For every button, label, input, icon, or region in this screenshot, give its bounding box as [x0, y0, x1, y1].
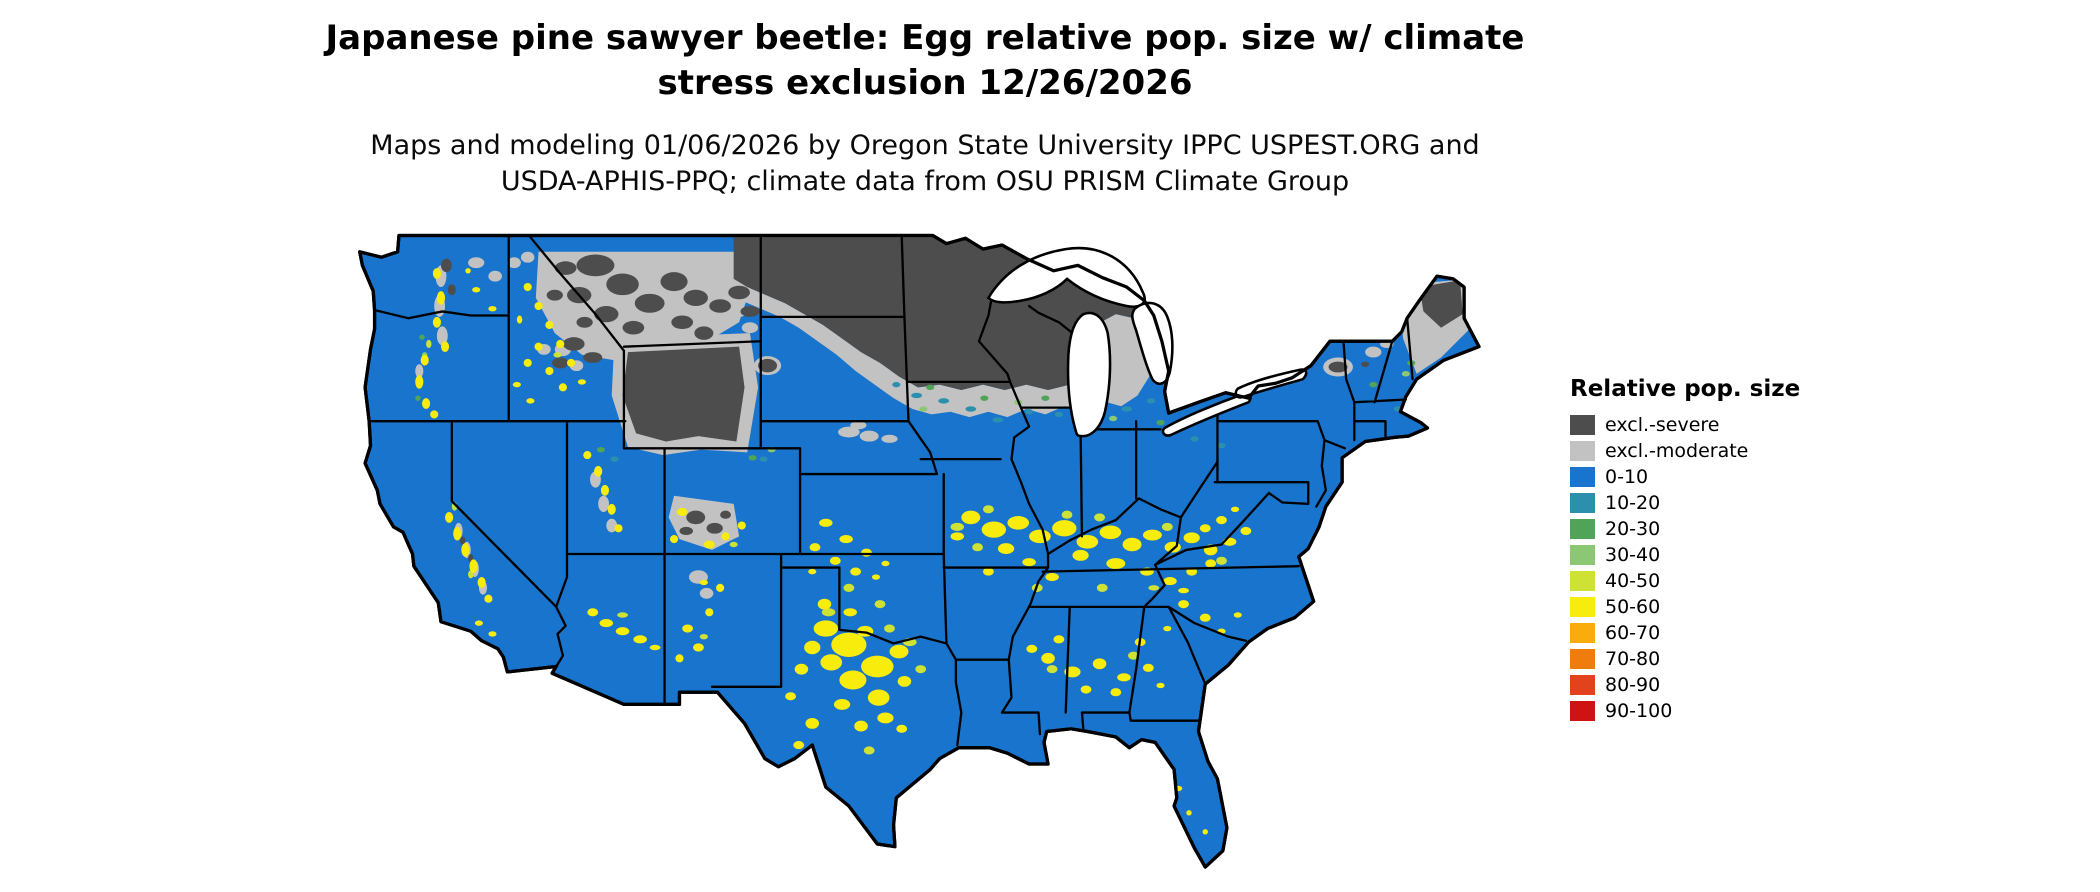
map-region-20-30	[415, 334, 1416, 461]
legend-item-40-50: 40-50	[1570, 568, 1800, 594]
legend-item-80-90: 80-90	[1570, 672, 1800, 698]
legend-item-70-80: 70-80	[1570, 646, 1800, 672]
us-choropleth-map	[358, 233, 1481, 869]
legend-item-20-30: 20-30	[1570, 516, 1800, 542]
great-lakes	[986, 246, 1308, 438]
us-outline	[358, 233, 1481, 869]
legend-item-90-100: 90-100	[1570, 698, 1800, 724]
legend-item-50-60: 50-60	[1570, 594, 1800, 620]
map-title-line1: Japanese pine sawyer beetle: Egg relativ…	[325, 18, 1525, 58]
map-subtitle-line2: USDA-APHIS-PPQ; climate data from OSU PR…	[500, 166, 1350, 198]
lake-erie	[1161, 392, 1252, 437]
legend-label-40-50: 40-50	[1605, 570, 1661, 592]
legend-item-excl-moderate: excl.-moderate	[1570, 438, 1800, 464]
legend-label-90-100: 90-100	[1605, 700, 1673, 722]
legend-label-0-10: 0-10	[1605, 466, 1649, 488]
legend-label-50-60: 50-60	[1605, 596, 1661, 618]
legend-swatch-30-40	[1570, 545, 1595, 565]
legend-label-70-80: 70-80	[1605, 648, 1661, 670]
legend-swatch-excl-moderate	[1570, 441, 1595, 461]
legend-swatch-90-100	[1570, 701, 1595, 721]
legend-item-60-70: 60-70	[1570, 620, 1800, 646]
legend-title: Relative pop. size	[1570, 376, 1801, 402]
legend-swatch-10-20	[1570, 493, 1595, 513]
legend-label-10-20: 10-20	[1605, 492, 1661, 514]
lake-huron	[1131, 301, 1174, 386]
legend-label-60-70: 60-70	[1605, 622, 1661, 644]
header: Japanese pine sawyer beetle: Egg relativ…	[130, 16, 1720, 201]
legend-label-excl-moderate: excl.-moderate	[1605, 440, 1749, 462]
legend: Relative pop. size excl.-severe excl.-mo…	[1570, 376, 1800, 724]
state-borders	[367, 234, 1414, 747]
legend-item-0-10: 0-10	[1570, 464, 1800, 490]
map-subtitle: Maps and modeling 01/06/2026 by Oregon S…	[130, 128, 1720, 201]
legend-swatch-80-90	[1570, 675, 1595, 695]
legend-swatch-50-60	[1570, 597, 1595, 617]
legend-label-80-90: 80-90	[1605, 674, 1661, 696]
legend-item-10-20: 10-20	[1570, 490, 1800, 516]
map-region-50-60	[415, 268, 1252, 835]
map-title: Japanese pine sawyer beetle: Egg relativ…	[130, 16, 1720, 106]
legend-item-30-40: 30-40	[1570, 542, 1800, 568]
legend-swatch-0-10	[1570, 467, 1595, 487]
legend-swatch-40-50	[1570, 571, 1595, 591]
legend-swatch-20-30	[1570, 519, 1595, 539]
map-title-line2: stress exclusion 12/26/2026	[657, 62, 1193, 103]
legend-label-30-40: 30-40	[1605, 544, 1661, 566]
lake-superior	[986, 246, 1146, 308]
map-subtitle-line1: Maps and modeling 01/06/2026 by Oregon S…	[370, 129, 1480, 161]
legend-swatch-excl-severe	[1570, 415, 1595, 435]
legend-item-excl-severe: excl.-severe	[1570, 412, 1800, 438]
legend-label-excl-severe: excl.-severe	[1605, 414, 1720, 436]
legend-swatch-60-70	[1570, 623, 1595, 643]
lake-michigan	[1066, 311, 1112, 438]
legend-label-20-30: 20-30	[1605, 518, 1661, 540]
legend-swatch-70-80	[1570, 649, 1595, 669]
